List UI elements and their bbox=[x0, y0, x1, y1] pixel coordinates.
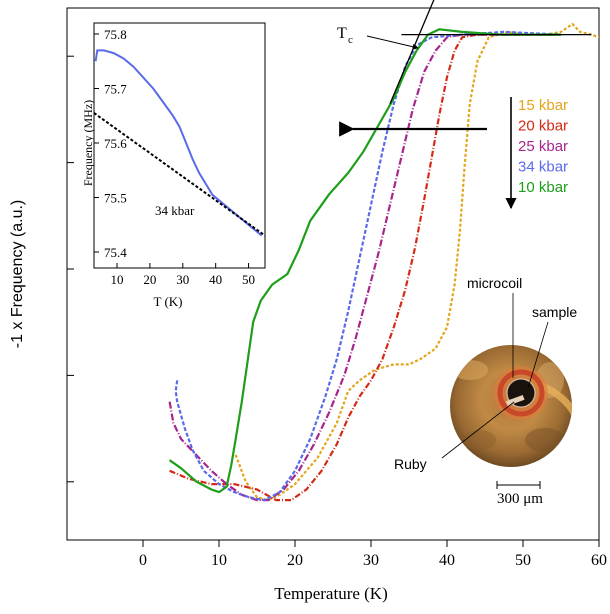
series-line-10-kbar bbox=[168, 28, 561, 494]
inset-y-tick-label: 75.7 bbox=[104, 82, 127, 97]
ruby-pointer bbox=[441, 401, 515, 459]
legend-entry: 10 kbar bbox=[518, 179, 568, 196]
legend-entry: 15 kbar bbox=[518, 97, 568, 114]
main-plot-frame bbox=[66, 7, 600, 541]
photo-label-ruby: Ruby bbox=[394, 456, 427, 472]
x-axis-label: Temperature (K) bbox=[274, 584, 388, 603]
inset-ticks: 10 20 30 40 50 75.8 75.7 75.6 75.5 75.4 bbox=[94, 27, 255, 287]
x-tick-label: 0 bbox=[139, 552, 147, 569]
x-tick-label: 30 bbox=[363, 552, 379, 569]
series-line-20-kbar bbox=[169, 33, 561, 502]
inset-x-tick-label: 40 bbox=[209, 272, 222, 287]
inset-y-tick-label: 75.4 bbox=[104, 245, 127, 260]
main-x-ticks: 0 10 20 30 40 50 60 bbox=[139, 540, 607, 569]
inset-x-tick-label: 20 bbox=[143, 272, 156, 287]
inset-x-tick-label: 50 bbox=[242, 272, 255, 287]
sample-pointer bbox=[527, 321, 549, 389]
main-y-ticks bbox=[67, 55, 74, 483]
series-line-15-kbar bbox=[234, 22, 599, 502]
x-tick-label: 40 bbox=[439, 552, 455, 569]
inset-x-label: T (K) bbox=[153, 294, 182, 309]
inset-y-label: Frequency (MHz) bbox=[81, 100, 95, 186]
inset-line-34-kbar bbox=[94, 49, 263, 237]
tc-label: T bbox=[337, 25, 347, 42]
tc-label-sub: c bbox=[348, 34, 353, 46]
scale-bar-label: 300 μm bbox=[497, 491, 543, 507]
x-tick-label: 50 bbox=[515, 552, 531, 569]
inset-series-group bbox=[94, 49, 265, 237]
tc-pointer-arrow bbox=[366, 35, 419, 50]
y-axis-label: -1 x Frequency (a.u.) bbox=[9, 200, 26, 349]
series-line-25-kbar bbox=[168, 33, 561, 502]
x-tick-label: 10 bbox=[211, 552, 227, 569]
inset-y-tick-label: 75.6 bbox=[104, 136, 127, 151]
inset-x-tick-label: 10 bbox=[111, 272, 124, 287]
inset-y-tick-label: 75.5 bbox=[104, 191, 127, 206]
inset-x-tick-label: 30 bbox=[176, 272, 189, 287]
x-tick-label: 60 bbox=[591, 552, 607, 569]
inset-line-linear-fit bbox=[94, 112, 265, 237]
legend: 15 kbar 20 kbar 25 kbar 34 kbar 10 kbar bbox=[518, 97, 568, 196]
x-tick-label: 20 bbox=[287, 552, 303, 569]
microcoil-photo bbox=[450, 345, 572, 467]
photo-label-sample: sample bbox=[532, 304, 577, 320]
inset-y-tick-label: 75.8 bbox=[104, 27, 127, 42]
legend-entry: 25 kbar bbox=[518, 138, 568, 155]
legend-entry: 34 kbar bbox=[518, 159, 568, 176]
photo-label-microcoil: microcoil bbox=[467, 275, 522, 291]
legend-entry: 20 kbar bbox=[518, 118, 568, 135]
inset-frame bbox=[93, 22, 266, 269]
inset-annotation: 34 kbar bbox=[155, 203, 195, 218]
